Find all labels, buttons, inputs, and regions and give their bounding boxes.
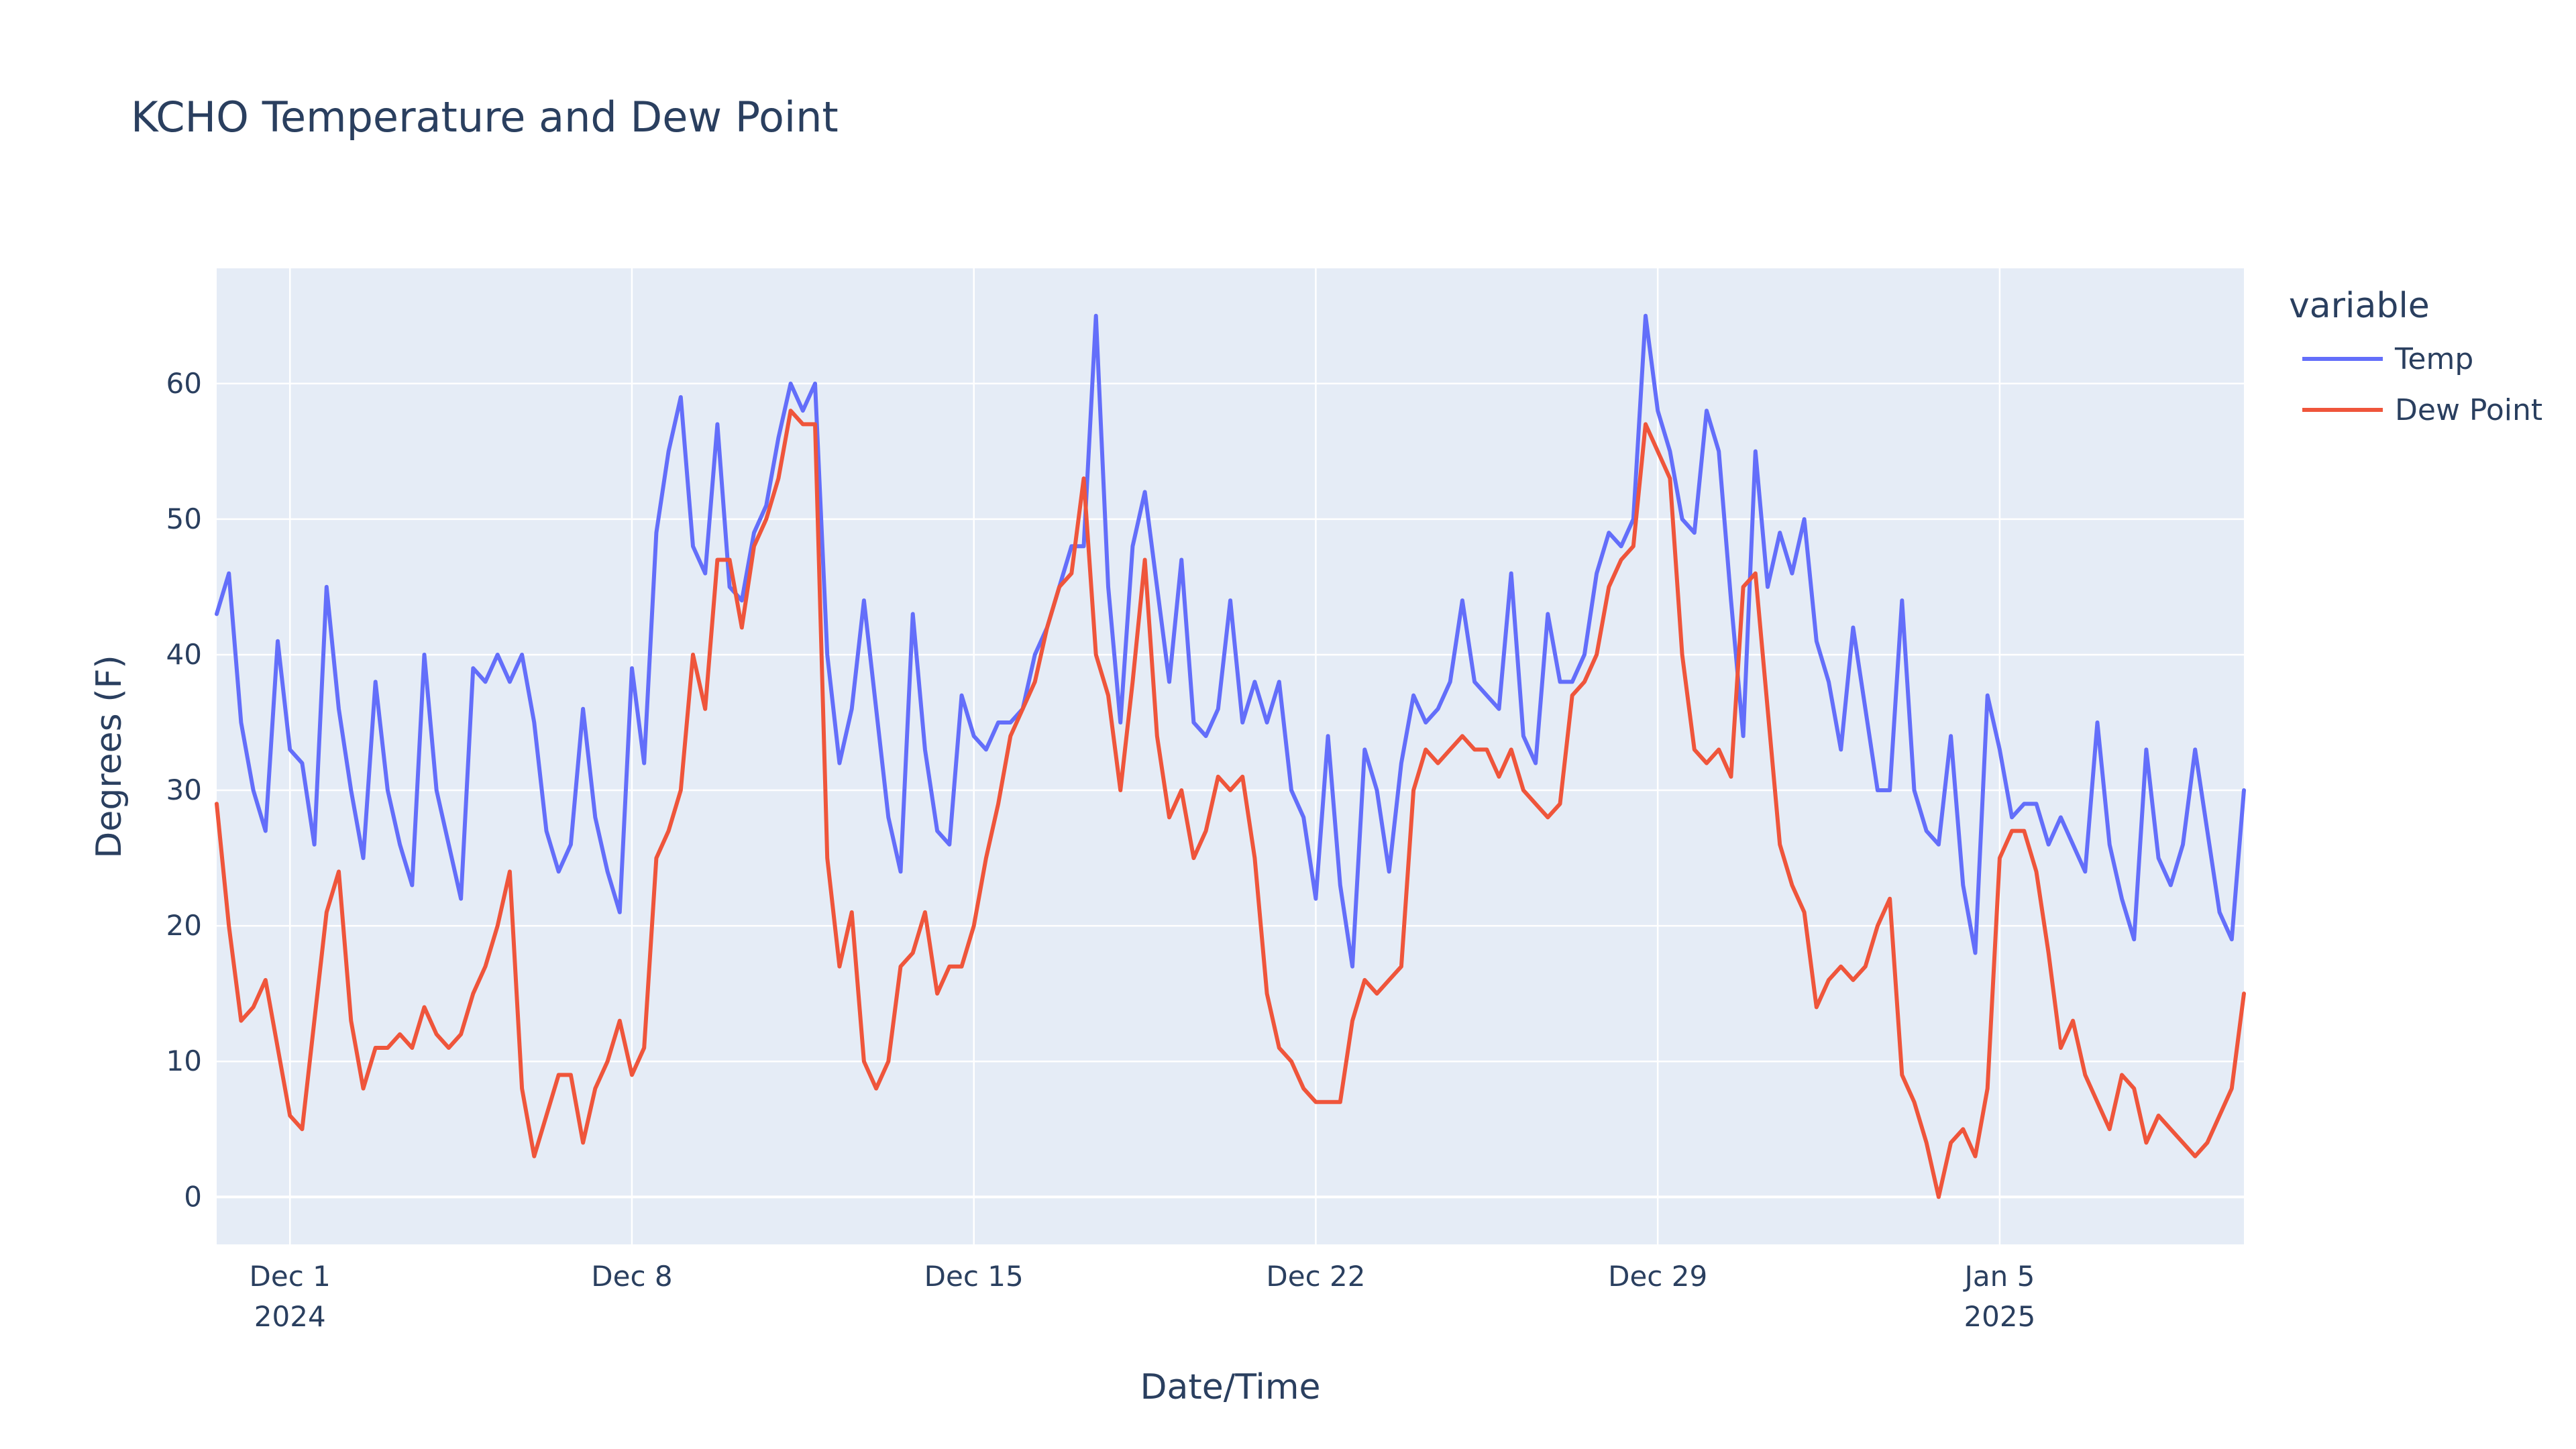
x-tick-year-label: 2024: [254, 1300, 326, 1333]
y-tick-label: 40: [166, 638, 202, 671]
chart-title: KCHO Temperature and Dew Point: [131, 93, 839, 142]
x-tick-label: Dec 1: [250, 1260, 331, 1293]
x-tick-year-label: 2025: [1964, 1300, 2035, 1333]
series-line-temp[interactable]: [215, 313, 2246, 969]
x-axis-ticks: Dec 1 2024 Dec 8 Dec 15 Dec 22 Dec 29 Jan 5 202…: [250, 1260, 2036, 1333]
x-tick-label: Dec 22: [1266, 1260, 1365, 1293]
x-tick-label: Jan 5: [1962, 1260, 2035, 1293]
y-tick-label: 50: [166, 502, 202, 535]
plot-area: [217, 268, 2244, 1244]
legend: variable Temp Dew Point: [2289, 286, 2542, 427]
y-tick-label: 10: [166, 1044, 202, 1077]
y-axis-ticks: 0 10 20 30 40 50 60: [166, 367, 202, 1214]
x-axis-title: Date/Time: [1140, 1367, 1320, 1407]
legend-label-dew-point: Dew Point: [2395, 393, 2542, 427]
legend-label-temp: Temp: [2394, 342, 2473, 376]
x-tick-label: Dec 8: [591, 1260, 672, 1293]
y-tick-label: 0: [184, 1180, 202, 1213]
legend-item-dew-point[interactable]: Dew Point: [2302, 393, 2542, 427]
x-tick-label: Dec 15: [924, 1260, 1024, 1293]
legend-title: variable: [2289, 286, 2430, 326]
series-layer: [215, 313, 2246, 1199]
y-tick-label: 30: [166, 773, 202, 806]
y-axis-title: Degrees (F): [89, 655, 129, 858]
legend-item-temp[interactable]: Temp: [2302, 342, 2473, 376]
x-tick-label: Dec 29: [1608, 1260, 1707, 1293]
y-tick-label: 20: [166, 909, 202, 942]
y-tick-label: 60: [166, 367, 202, 400]
series-line-dew-point[interactable]: [215, 409, 2246, 1199]
